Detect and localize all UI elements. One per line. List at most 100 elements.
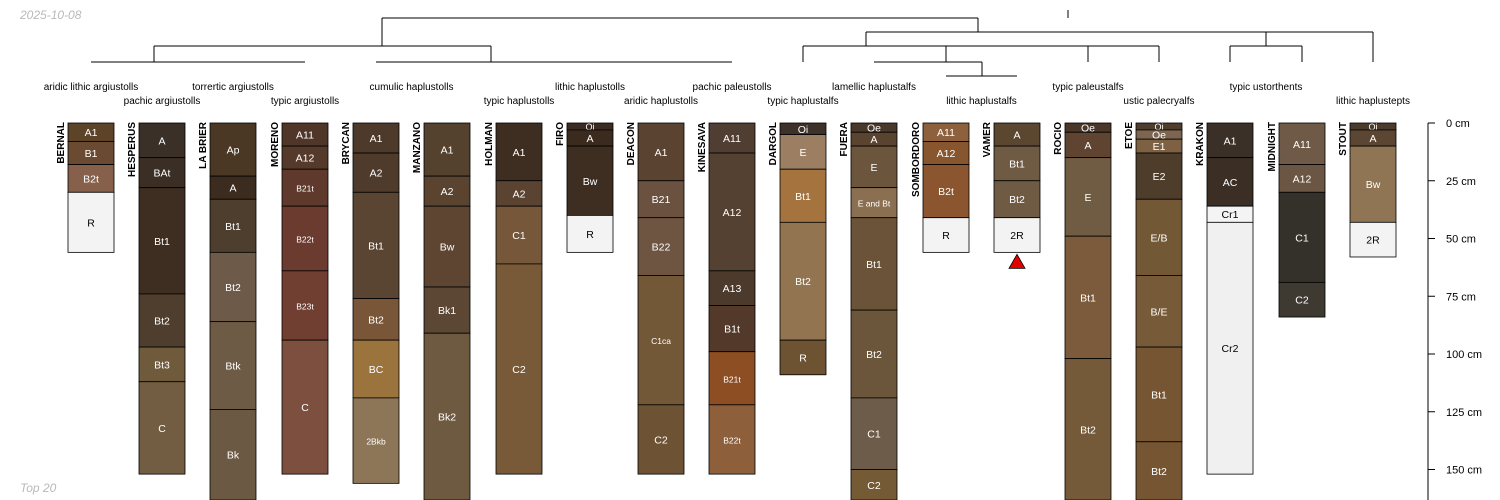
horizon-label: Oe [1152, 130, 1166, 142]
horizon-label: Bt2 [154, 316, 170, 328]
horizon-label: A1 [370, 133, 383, 145]
horizon-label: Bt3 [154, 359, 170, 371]
horizon [1064, 235, 1112, 360]
taxon-label: lamellic haplustalfs [832, 82, 916, 93]
horizon-label: A1 [1224, 135, 1237, 147]
horizon-label: Bk [227, 450, 240, 462]
horizon [1278, 191, 1326, 283]
horizon-label: A11 [1293, 139, 1311, 151]
horizon-label: C2 [1295, 295, 1309, 307]
horizon-label: AC [1223, 177, 1238, 189]
horizon [495, 263, 543, 475]
profile-name: ROCIO [1053, 122, 1064, 155]
horizon [566, 145, 614, 216]
horizon [708, 404, 756, 475]
horizon [850, 469, 898, 500]
horizon-label: C1ca [651, 336, 671, 346]
horizon-label: B22 [652, 242, 671, 254]
soil-profile: A1 B1 B2t R BERNAL [56, 122, 115, 253]
horizon-label: E2 [1153, 171, 1166, 183]
soil-profile: Ap A Bt1 Bt2 Btk Bk LA BRIER [198, 121, 257, 500]
horizon-label: R [942, 230, 950, 242]
taxon-label: ustic palecryalfs [1123, 96, 1194, 107]
horizon-label: Bw [1366, 179, 1381, 191]
horizon-label: Bk1 [438, 305, 456, 317]
horizon-label: A1 [655, 147, 668, 159]
horizon [1278, 164, 1326, 193]
horizon [209, 122, 257, 177]
horizon [138, 346, 186, 383]
horizon-label: Bk2 [438, 412, 456, 424]
soil-profile: A11 A12 B21t B22t B23t C MORENO [270, 122, 329, 475]
axis-tick-label: 150 cm [1446, 465, 1482, 477]
horizon [352, 152, 400, 193]
horizon-label: Bt1 [154, 236, 170, 248]
horizon [1349, 145, 1397, 223]
horizon-label: Bt1 [225, 221, 241, 233]
horizon-label: A12 [937, 148, 956, 160]
profile-name: STOUT [1338, 122, 1349, 156]
soil-profile: OiA Bw R FIRO [555, 122, 614, 253]
soil-profile: A1 A2 Bw Bk1 Bk2 MANZANO [412, 122, 471, 500]
horizon [67, 164, 115, 193]
axis-tick-label: 125 cm [1446, 407, 1482, 419]
horizon-label: C [158, 423, 166, 435]
horizon-label: A11 [937, 127, 955, 139]
horizon-label: A1 [85, 127, 98, 139]
horizon-label: B1 [85, 148, 98, 160]
horizon-label: Bt1 [1080, 292, 1096, 304]
soil-profile: A11 A12 C1 C2 MIDNIGHT [1267, 122, 1326, 318]
profile-name: DARGOL [768, 122, 779, 165]
horizon [850, 309, 898, 399]
horizon-label: B/E [1151, 306, 1168, 318]
horizon-label: Oi [798, 124, 809, 136]
horizon [352, 191, 400, 299]
horizon [495, 122, 543, 182]
soil-profile: A1 A2 Bt1 Bt2 BC 2Bkb BRYCAN [341, 122, 400, 484]
horizon-label: B23t [296, 301, 314, 311]
horizon-label: B21 [652, 194, 671, 206]
horizon [993, 217, 1041, 253]
horizon-label: Oe [1081, 123, 1095, 135]
horizon-label: B1t [724, 324, 740, 336]
horizon [209, 409, 257, 500]
taxon-label: lithic haplustolls [555, 82, 625, 93]
horizon-label: Bt2 [795, 276, 811, 288]
horizon-label: C2 [654, 434, 668, 446]
axis-tick-label: 0 cm [1446, 118, 1470, 130]
horizon [209, 321, 257, 410]
horizon-label: Btk [225, 361, 241, 373]
taxon-label: aridic haplustolls [624, 96, 698, 107]
horizon [352, 339, 400, 399]
taxon-label: typic haplustolls [484, 96, 555, 107]
horizon-label: A [1013, 130, 1020, 142]
horizon [922, 164, 970, 219]
horizon-label: A2 [441, 186, 454, 198]
profile-name: FUERA [839, 122, 850, 156]
taxon-label: aridic lithic argiustolls [44, 82, 138, 93]
horizon [708, 122, 756, 154]
taxon-label: pachic paleustolls [693, 82, 772, 93]
soil-profile: OiA Bw 2R STOUT [1338, 122, 1397, 258]
taxon-label: cumulic haplustolls [370, 82, 454, 93]
horizon [423, 122, 471, 177]
taxon-label: lithic haplustalfs [946, 96, 1017, 107]
horizon [993, 145, 1041, 182]
horizon [1206, 122, 1254, 159]
horizon-label: Bt1 [1151, 389, 1167, 401]
horizon-label: B2t [83, 173, 99, 185]
horizon-label: Bt2 [1009, 194, 1025, 206]
taxon-label: lithic haplustepts [1336, 96, 1410, 107]
soil-profile: A1 A2 C1 C2 HOLMAN [484, 122, 543, 475]
axis-tick-label: 100 cm [1446, 349, 1482, 361]
profile-name: MORENO [270, 122, 281, 167]
profile-name: FIRO [555, 122, 566, 146]
horizon [850, 397, 898, 470]
horizon-label: B22t [723, 435, 741, 445]
horizon-label: R [799, 352, 807, 364]
horizon-label: Oe [867, 123, 881, 135]
horizon-label: A [1084, 140, 1091, 152]
horizon-label: A [158, 135, 165, 147]
profile-name: ETOE [1124, 122, 1135, 149]
